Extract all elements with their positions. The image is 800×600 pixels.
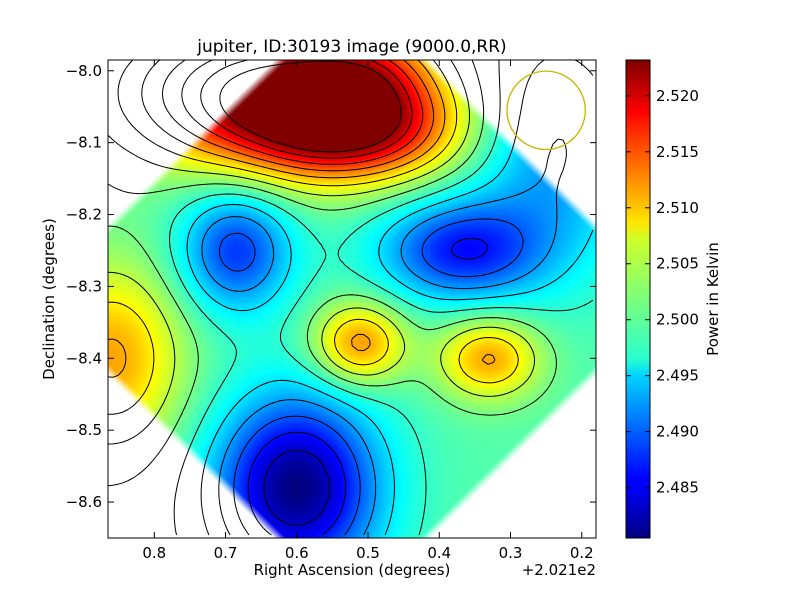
contour-level-8 xyxy=(108,60,519,415)
contour-level-11 xyxy=(181,60,424,165)
heatmap-image xyxy=(108,60,596,538)
y-tick-label: −8.3 xyxy=(66,277,102,295)
colorbar-tick-label: 2.520 xyxy=(656,87,699,105)
x-tick-label: 0.8 xyxy=(142,544,166,562)
contour-level-7 xyxy=(108,60,536,445)
contour-level-13 xyxy=(219,60,402,153)
contour-level-10 xyxy=(162,60,435,172)
y-tick-label: −8.2 xyxy=(66,206,102,224)
colorbar-tick-label: 2.490 xyxy=(656,423,699,441)
contour-level-1 xyxy=(247,237,488,536)
y-tick-label: −8.0 xyxy=(66,62,102,80)
contour-level-0 xyxy=(263,449,331,526)
colorbar xyxy=(625,59,651,539)
y-tick-label: −8.6 xyxy=(66,493,102,511)
x-tick-label: 0.2 xyxy=(570,544,594,562)
colorbar-tick-label: 2.515 xyxy=(656,143,699,161)
x-tick-label: 0.5 xyxy=(356,544,380,562)
x-tick-label: 0.7 xyxy=(214,544,238,562)
colorbar-label: Power in Kelvin xyxy=(704,242,722,356)
x-tick-label: 0.4 xyxy=(427,544,451,562)
colorbar-tick-label: 2.510 xyxy=(656,199,699,217)
x-axis-offset: +2.021e2 xyxy=(522,561,596,579)
y-tick-label: −8.5 xyxy=(66,421,102,439)
contour-level-5 xyxy=(169,60,594,536)
contour-level-12 xyxy=(200,60,413,159)
colorbar-tick-label: 2.495 xyxy=(656,367,699,385)
colorbar-tick-label: 2.505 xyxy=(656,255,699,273)
colorbar-tick-label: 2.485 xyxy=(656,479,699,497)
x-tick-label: 0.3 xyxy=(499,544,523,562)
y-tick-label: −8.1 xyxy=(66,134,102,152)
y-axis-ticks: −8.0 −8.1 −8.2 −8.3 −8.4 −8.5 −8.6 xyxy=(66,62,596,511)
x-tick-label: 0.6 xyxy=(285,544,309,562)
y-axis-label: Declination (degrees) xyxy=(40,218,58,380)
beam-circle xyxy=(506,70,586,151)
colorbar-tick-label: 2.500 xyxy=(656,311,699,329)
plot-area xyxy=(108,60,596,538)
x-axis-label: Right Ascension (degrees) xyxy=(254,561,451,579)
plot-frame xyxy=(107,59,597,539)
contour-level-4 xyxy=(186,60,594,536)
chart-title: jupiter, ID:30193 image (9000.0,RR) xyxy=(196,37,506,57)
colorbar-ticks: 2.485 2.490 2.495 2.500 2.505 2.510 2.515 2.520 xyxy=(626,87,699,497)
contour-lines xyxy=(108,60,594,536)
x-axis-ticks: 0.8 0.7 0.6 0.5 0.4 0.3 0.2 xyxy=(142,60,594,562)
contour-level-3 xyxy=(201,138,567,536)
y-tick-label: −8.4 xyxy=(66,349,102,367)
contour-level-2 xyxy=(218,218,524,536)
contour-level-6 xyxy=(108,60,557,487)
contour-level-9 xyxy=(108,60,496,378)
